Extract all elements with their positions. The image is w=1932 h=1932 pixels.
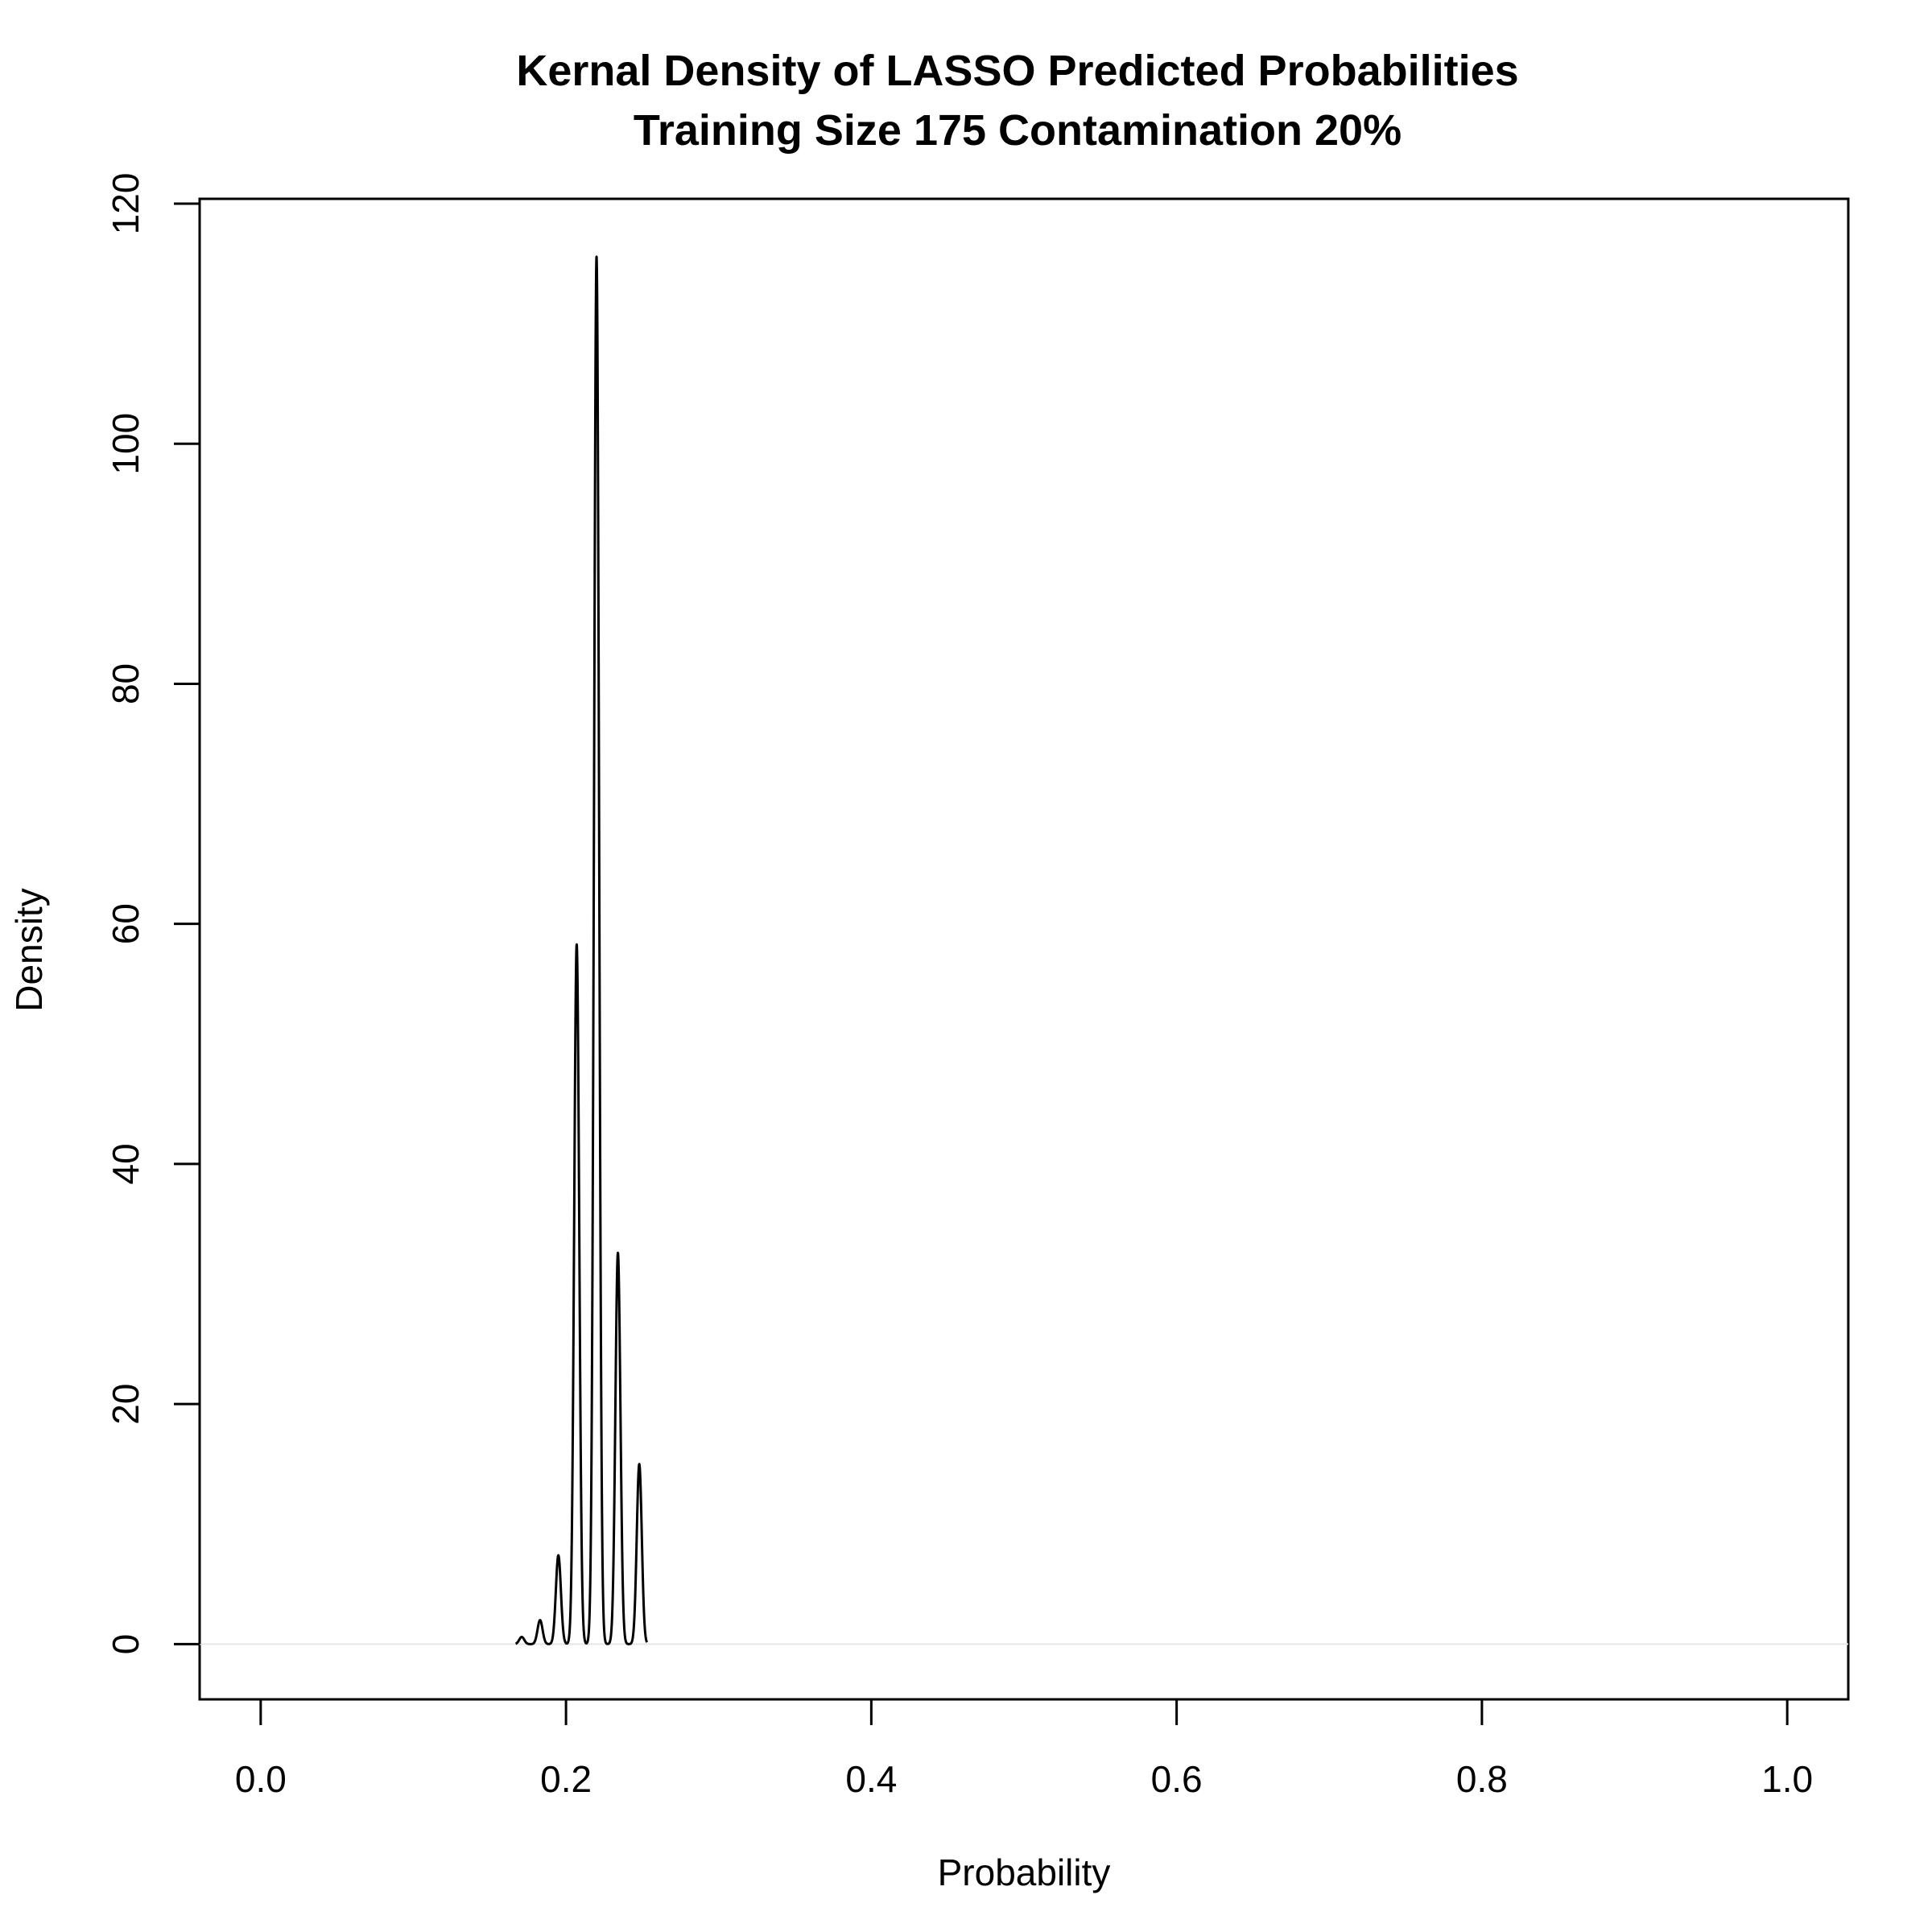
x-axis: 0.0 0.2 0.4 0.6 0.8 1.0 [235,1698,1813,1800]
y-axis-title: Density [8,888,50,1011]
chart-subtitle: Training Size 175 Contamination 20% [634,106,1402,155]
y-tick-label: 0 [105,1634,147,1655]
y-axis: 0 20 40 60 80 100 120 [105,173,201,1655]
x-tick-label: 0.2 [540,1758,592,1800]
plot-frame [198,197,1850,1701]
x-axis-title: Probability [938,1852,1111,1893]
density-curve [514,255,648,1645]
y-tick-label: 80 [105,663,147,704]
y-tick-label: 120 [105,173,147,235]
x-tick-label: 1.0 [1761,1758,1813,1800]
x-tick-label: 0.8 [1456,1758,1508,1800]
chart-title: Kernal Density of LASSO Predicted Probab… [516,47,1518,95]
y-tick-label: 20 [105,1384,147,1425]
x-tick-label: 0.4 [845,1758,897,1800]
x-tick-label: 0.6 [1151,1758,1203,1800]
y-tick-label: 60 [105,903,147,944]
y-tick-label: 100 [105,413,147,475]
y-tick-label: 40 [105,1143,147,1184]
x-tick-label: 0.0 [235,1758,287,1800]
